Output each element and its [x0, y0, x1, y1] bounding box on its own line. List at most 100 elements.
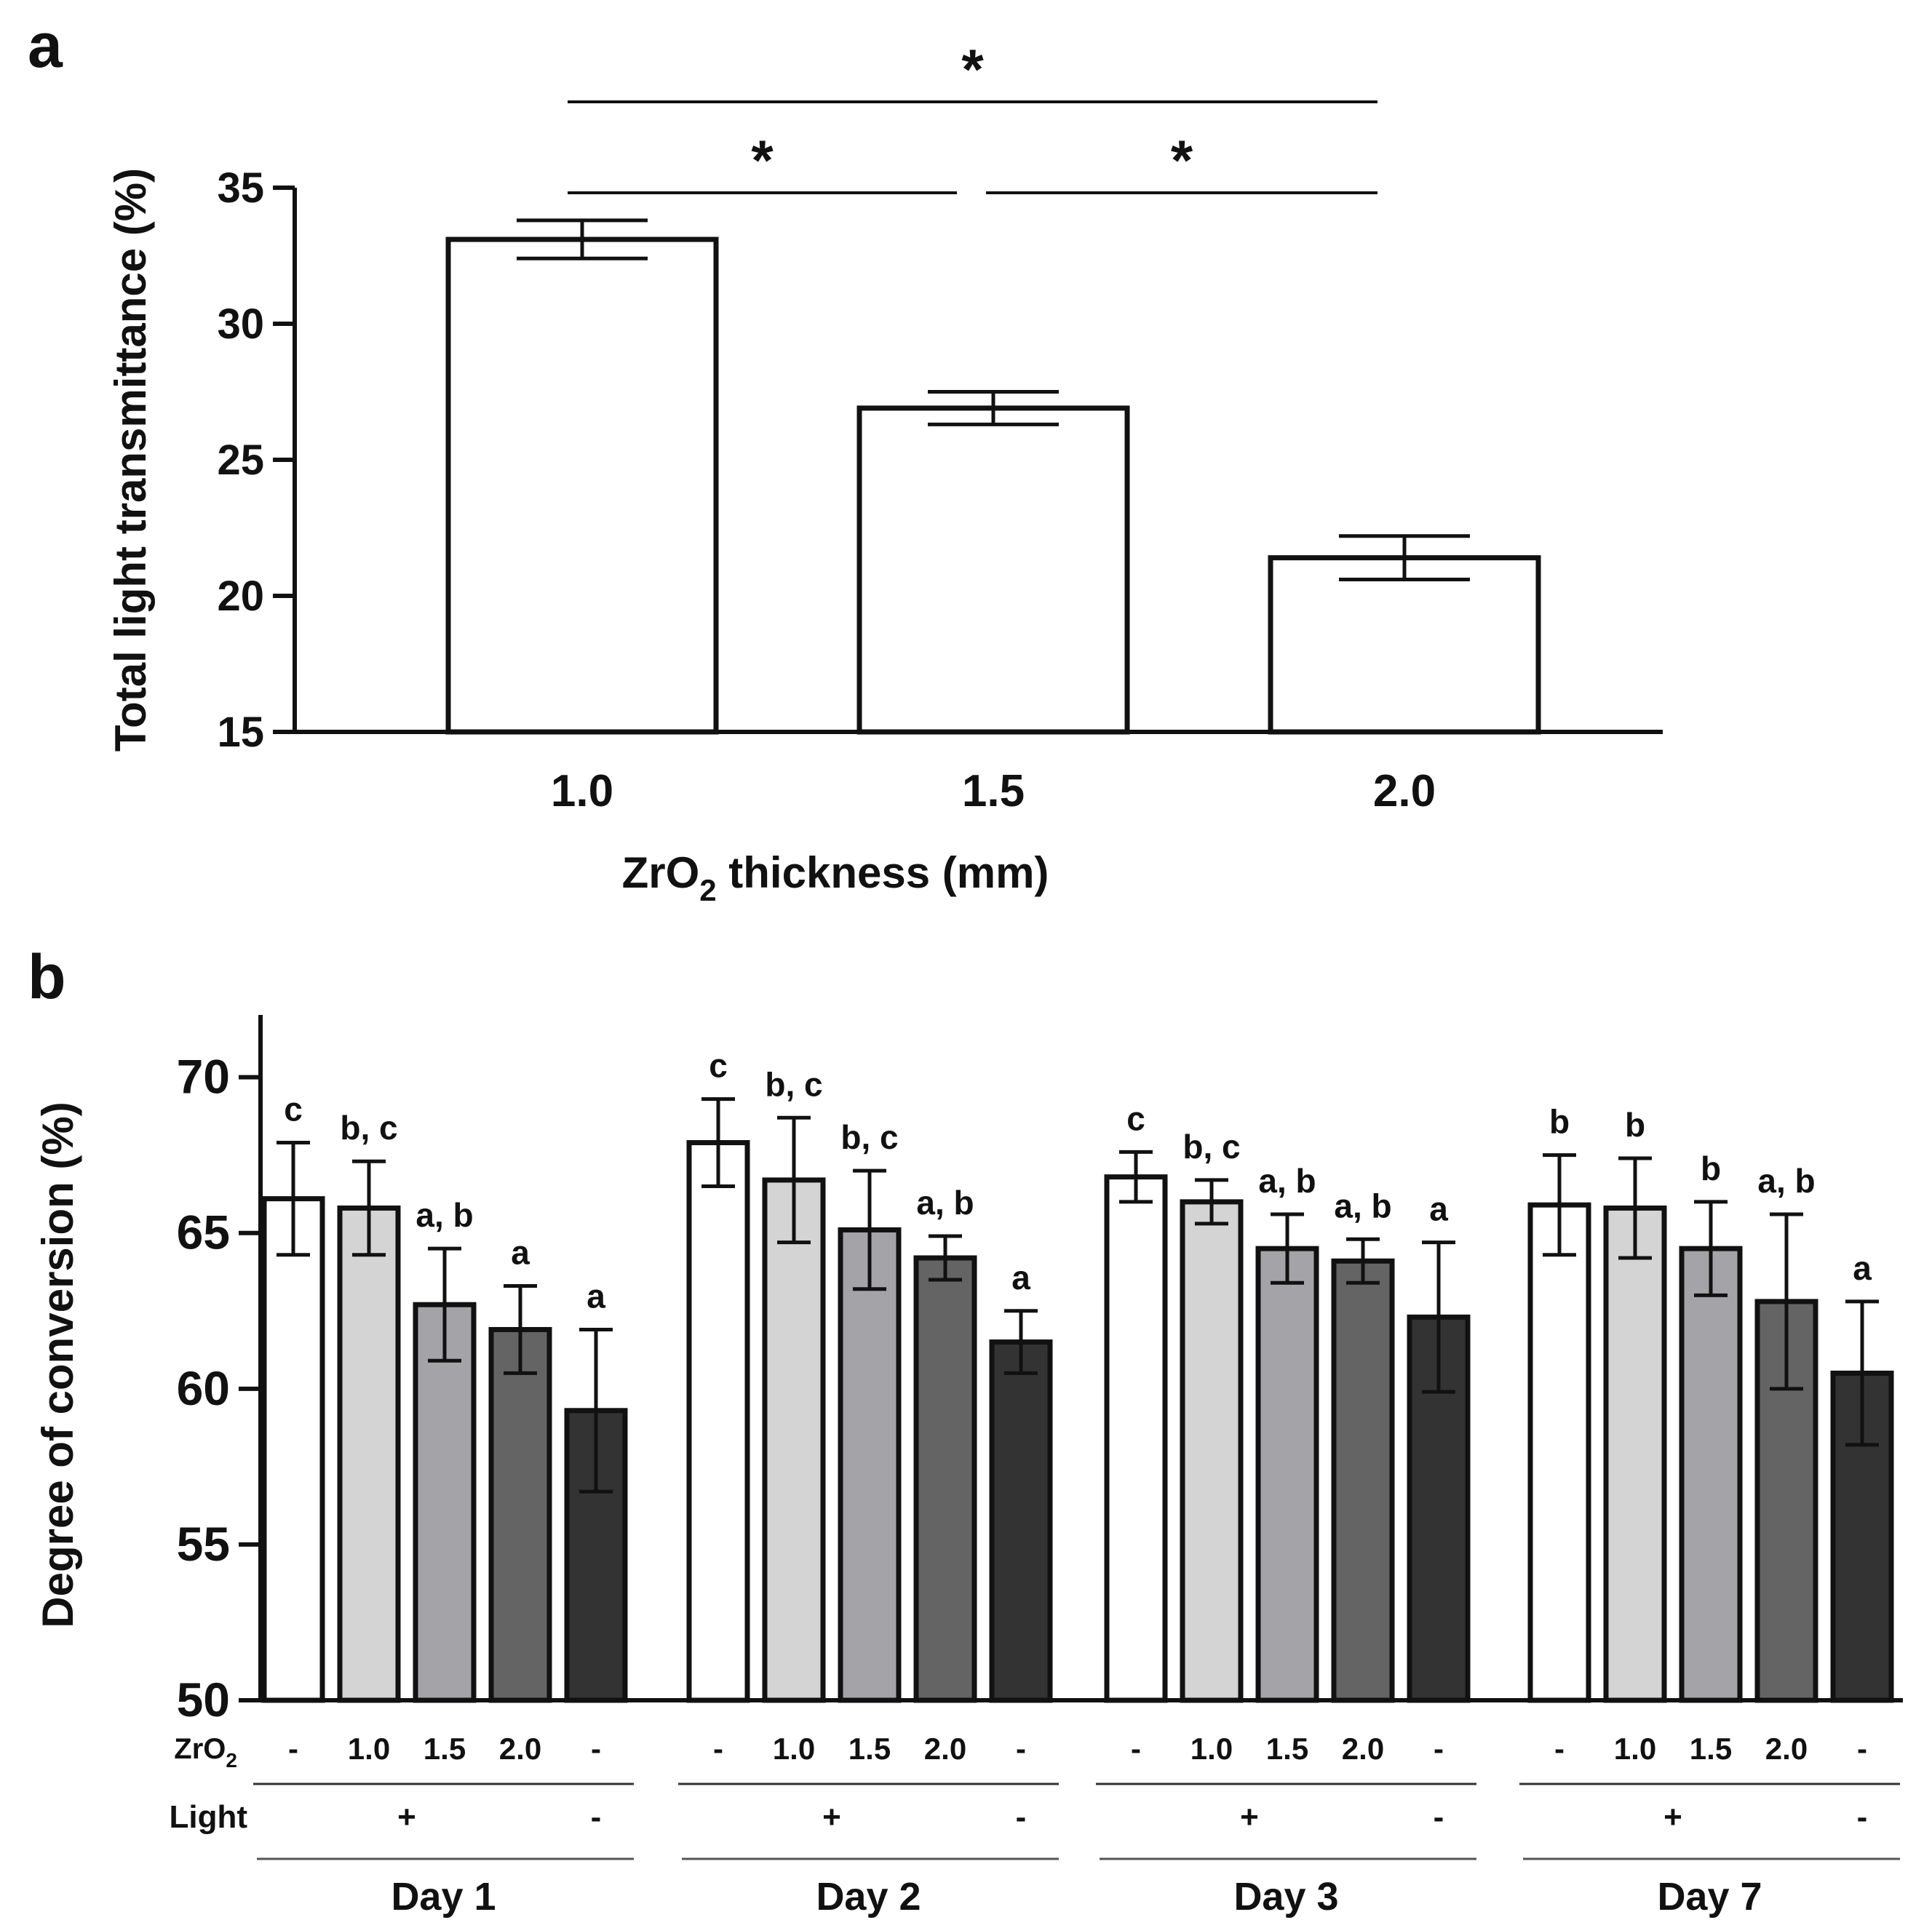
panel-b-zro2-level: 2.0 [1765, 1732, 1808, 1766]
panel-b-error-bar [777, 1115, 811, 1245]
panel-b-label: b [28, 942, 66, 1012]
panel-b-error-bar [1422, 1240, 1455, 1394]
panel-b-error-bar [1543, 1153, 1576, 1257]
panel-b-error-bar [504, 1284, 537, 1375]
panel-b-bar [413, 1302, 477, 1703]
panel-b-y-tick-label: 55 [177, 1517, 230, 1571]
panel-b-significance-letter: a [587, 1277, 605, 1315]
panel-b-significance-letter: a [1011, 1259, 1030, 1296]
panel-a: a 15 20 25 30 35 1.0 1.5 2.0 * * * Total light t… [28, 11, 1663, 907]
panel-b-light-level: + [397, 1799, 416, 1835]
panel-b-y-axis-title: Degree of conversion (%) [33, 1102, 82, 1628]
panel-b-y-tick-label: 60 [177, 1361, 230, 1415]
panel-b-significance-letter: a, b [416, 1196, 473, 1234]
panel-a-x-tick-label: 2.0 [1373, 766, 1436, 816]
panel-b-light-level: - [591, 1799, 602, 1835]
panel-b-day-label: Day 7 [1657, 1875, 1762, 1919]
panel-b-error-bar [579, 1327, 613, 1494]
panel-b-bar [1603, 1205, 1667, 1703]
panel-b-error-bar [1271, 1212, 1304, 1285]
panel-a-bar [1268, 555, 1541, 735]
panel-b-bar [488, 1326, 552, 1703]
panel-b-light-level: + [1240, 1799, 1259, 1835]
panel-b-zro2-level: 2.0 [924, 1732, 966, 1766]
panel-b-bar [1679, 1246, 1743, 1703]
panel-b-day-label: Day 1 [391, 1875, 496, 1919]
panel-b-zro2-level: - [591, 1732, 601, 1766]
panel-b-error-bar [1845, 1299, 1879, 1447]
panel-b-condition-rows: - 1.0 1.5 2.0 - + - Day 1 - 1.0 1.5 2.0 - + - Day 2 - 1.0… [253, 1732, 1900, 1919]
panel-a-x-axis-title: ZrO2 thickness (mm) [622, 848, 1049, 907]
panel-a-significance-star: * [1171, 128, 1193, 192]
panel-b-y-tick-label: 70 [177, 1050, 230, 1104]
panel-b-bar [337, 1205, 401, 1703]
panel-b-zro2-level: 1.5 [1690, 1732, 1732, 1766]
panel-b-error-bar [853, 1168, 886, 1291]
panel-b-significance-letter: a [511, 1234, 530, 1272]
panel-b-bar [913, 1255, 977, 1703]
panel-b-significance-letter: c [284, 1091, 303, 1128]
panel-a-y-tick-label: 20 [217, 573, 264, 620]
panel-b-error-bar [1618, 1156, 1652, 1260]
panel-b-day-label: Day 2 [816, 1875, 921, 1919]
panel-b-significance-letter: a, b [1757, 1162, 1815, 1200]
panel-b-error-bar [428, 1246, 461, 1363]
panel-b-error-bar [929, 1234, 962, 1282]
panel-b-bar [1331, 1258, 1395, 1703]
panel-b-zro2-level: - [288, 1732, 298, 1766]
panel-b-light-level: - [1857, 1799, 1868, 1835]
panel-b-zro2-level: 1.5 [1266, 1732, 1308, 1766]
panel-b-significance-letter: a, b [1334, 1187, 1391, 1224]
panel-a-y-tick-label: 15 [217, 709, 264, 756]
panel-b-bar [1830, 1370, 1894, 1703]
panel-b-significance-letter: a, b [1258, 1162, 1316, 1200]
panel-b-error-bar [1004, 1309, 1038, 1375]
panel-a-error-bar [928, 390, 1059, 426]
panel-b-significance-letter: b, c [840, 1118, 898, 1156]
panel-b-error-bar [352, 1159, 386, 1257]
panel-b-bar [762, 1177, 826, 1703]
panel-a-y-tick-label: 35 [217, 164, 264, 212]
panel-b-error-bar [1770, 1212, 1803, 1391]
panel-a-bar [445, 236, 719, 735]
panel-b-light-level: - [1434, 1799, 1444, 1835]
panel-b-zro2-level: - [713, 1732, 723, 1766]
panel-b-significance-letter: c [709, 1047, 728, 1085]
panel-b-bar [686, 1140, 750, 1703]
panel-b-error-bar [277, 1141, 310, 1257]
panel-b-error-bar [1346, 1237, 1380, 1285]
panel-b-zro2-level: 2.0 [1342, 1732, 1384, 1766]
panel-a-bars [445, 218, 1541, 735]
panel-b-bar [1527, 1202, 1591, 1703]
panel-a-bar [856, 405, 1130, 735]
panel-b-bar [1255, 1246, 1319, 1703]
panel-b-zro2-level: - [1554, 1732, 1565, 1766]
panel-b-significance-letter: b, c [1182, 1128, 1240, 1166]
panel-b-y-tick-label: 50 [177, 1673, 230, 1726]
panel-b-light-level: + [822, 1799, 841, 1835]
panel-b-significance-letter: c [1126, 1099, 1145, 1137]
panel-b-significance-letter: b [1625, 1106, 1645, 1144]
panel-b-zro2-level: 1.0 [1190, 1732, 1233, 1766]
panel-b-error-bar [1694, 1200, 1728, 1297]
panel-b-zro2-level: 1.0 [773, 1732, 815, 1766]
panel-b-zro2-level: - [1857, 1732, 1867, 1766]
panel-a-x-axis: 1.0 1.5 2.0 [551, 766, 1436, 816]
panel-a-error-bar [517, 218, 648, 260]
panel-b-error-bar [1119, 1150, 1153, 1204]
panel-a-y-axis-title: Total light transmittance (%) [106, 168, 155, 752]
panel-a-significance: * * * [568, 37, 1378, 194]
panel-b-day-label: Day 3 [1233, 1875, 1338, 1919]
panel-b-significance-letter: a [1429, 1190, 1448, 1228]
panel-b-significance-letter: b [1549, 1103, 1570, 1141]
panel-b-bar [838, 1227, 902, 1703]
panel-b-significance-letter: b, c [340, 1109, 397, 1147]
panel-b-zro2-level: - [1434, 1732, 1444, 1766]
panel-b-significance-letter: b, c [765, 1065, 822, 1103]
panel-a-significance-star: * [751, 128, 774, 192]
panel-b-light-level: - [1016, 1799, 1027, 1835]
panel-a-x-tick-label: 1.0 [551, 766, 613, 816]
panel-b-bar [989, 1339, 1053, 1703]
